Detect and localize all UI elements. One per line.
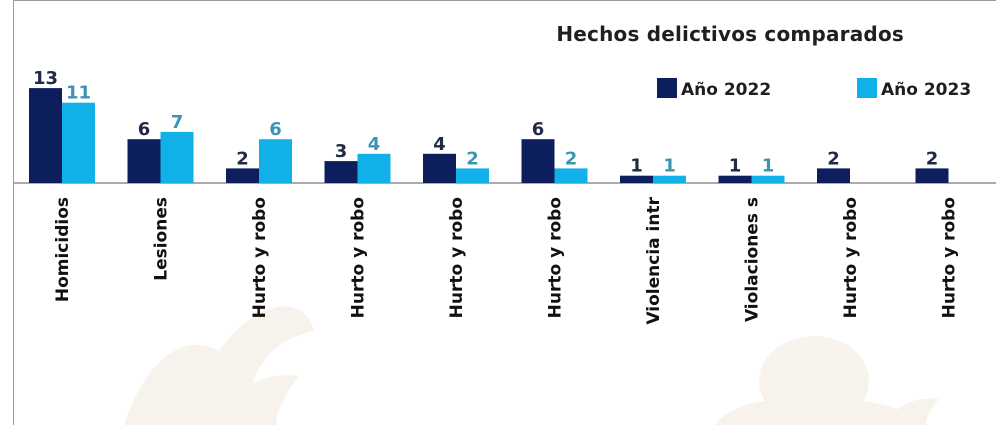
bar-2022-0 [29,88,62,183]
bar-2022-1 [127,139,161,183]
bar-2022-7 [718,175,752,183]
data-label-2023-7: 1 [762,156,775,177]
legend-swatch-2023 [857,78,877,98]
bar-2023-6 [653,175,686,183]
data-label-2022-3: 3 [335,141,348,162]
data-label-2023-4: 2 [466,148,479,169]
category-label-1: Lesiones [152,197,172,281]
data-label-2023-6: 1 [663,156,676,177]
bar-2022-4 [423,153,456,183]
bar-2022-6 [620,175,653,183]
data-label-2023-3: 4 [368,134,381,155]
data-label-2023-0: 11 [66,83,91,104]
category-label-2: Hurto y robo [250,197,270,318]
bar-2023-5 [554,168,588,183]
data-label-2022-4: 4 [433,134,446,155]
legend-label-2023: Año 2023 [881,80,972,100]
data-label-2023-2: 6 [269,119,282,140]
data-label-2022-6: 1 [630,156,643,177]
data-label-2022-0: 13 [33,68,58,89]
chart-title: Hechos delictivos comparados [556,22,904,46]
data-label-2023-5: 2 [565,148,578,169]
data-label-2022-5: 6 [532,119,545,140]
bar-2022-9 [915,168,949,183]
category-label-4: Hurto y robo [447,197,467,318]
data-label-2023-1: 7 [171,112,184,133]
bar-2022-8 [817,168,850,183]
bar-2023-1 [160,131,194,183]
bar-2023-4 [456,168,489,183]
bar-2023-3 [357,153,391,183]
data-label-2022-2: 2 [236,148,249,169]
legend-label-2022: Año 2022 [681,80,772,100]
data-label-2022-1: 6 [138,119,151,140]
legend-item-2023: Año 2023 [857,78,971,100]
bar-2022-3 [324,161,358,183]
category-label-5: Hurto y robo [546,197,566,318]
category-label-9: Hurto y robo [940,197,960,318]
category-label-7: Violaciones s [743,197,763,322]
bar-2023-2 [259,139,292,183]
bar-2023-7 [751,175,785,183]
category-label-8: Hurto y robo [841,197,861,318]
data-label-2022-7: 1 [729,156,742,177]
bar-2023-0 [62,102,95,183]
chart-frame: 13 11 Homicidios 6 7 Lesiones 2 6 Hurto y robo 3 4… [13,0,996,425]
bar-2022-5 [521,139,555,183]
data-label-2022-9: 2 [926,148,939,169]
category-label-3: Hurto y robo [349,197,369,318]
watermark-image [124,306,939,425]
legend-item-2022: Año 2022 [657,78,771,100]
data-label-2022-8: 2 [827,148,840,169]
category-label-6: Violencia intr [644,196,664,324]
bar-2022-2 [226,168,259,183]
legend-swatch-2022 [657,78,677,98]
category-label-0: Homicidios [53,197,73,302]
